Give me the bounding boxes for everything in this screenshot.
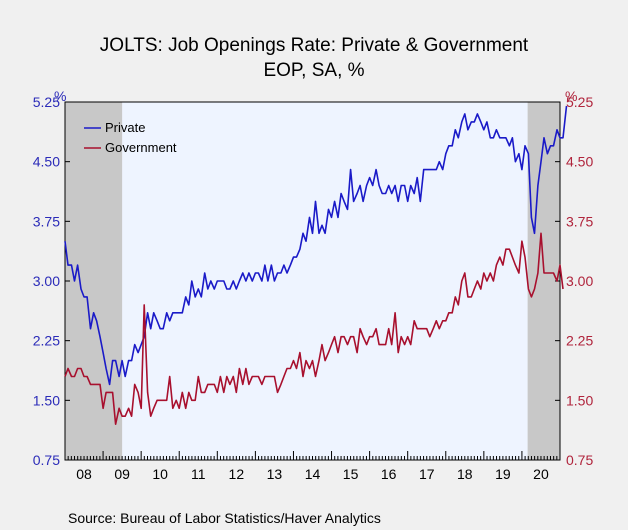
y-tick-label-left-0: 5.25 [33,94,60,110]
chart-title: JOLTS: Job Openings Rate: Private & Gove… [100,35,529,56]
axis-ticks: 5.25 5.25 4.50 4.50 3.75 3.75 3.00 3.00 2.25 2.25… [33,94,594,482]
y-tick-label-right-4: 2.25 [566,333,593,349]
x-tick-label-12: 12 [229,466,245,482]
y-tick-label-right-3: 3.00 [566,273,593,289]
series-lines [64,105,568,425]
plot-background [65,102,560,460]
y-tick-label-left-5: 1.50 [33,392,60,408]
y-tick-label-right-2: 3.75 [566,213,593,229]
left-axis-unit: % [54,88,66,104]
x-tick-label-19: 19 [495,466,511,482]
legend-label-private: Private [105,120,145,135]
y-tick-label-left-1: 4.50 [33,154,60,170]
y-tick-label-right-1: 4.50 [566,154,593,170]
x-tick-label-14: 14 [305,466,321,482]
x-tick-label-09: 09 [114,466,130,482]
x-tick-label-11: 11 [191,466,206,482]
x-tick-label-13: 13 [267,466,283,482]
x-tick-label-15: 15 [343,466,359,482]
legend-label-government: Government [105,140,177,155]
series-line-private [64,105,568,386]
x-tick-label-18: 18 [457,466,473,482]
x-tick-label-17: 17 [419,466,435,482]
y-tick-label-right-0: 5.25 [566,94,593,110]
y-tick-label-right-5: 1.50 [566,392,593,408]
x-tick-label-16: 16 [381,466,397,482]
recession-band-1 [527,102,560,460]
right-axis-unit: % [565,88,577,104]
y-tick-label-left-2: 3.75 [33,213,60,229]
y-tick-label-left-3: 3.00 [33,273,60,289]
chart-subtitle: EOP, SA, % [263,60,364,81]
series-line-government [64,232,564,425]
plot-area [64,101,561,461]
x-tick-label-10: 10 [152,466,168,482]
y-tick-label-left-6: 0.75 [33,452,60,468]
source-note: Source: Bureau of Labor Statistics/Haver… [68,510,381,526]
y-tick-label-right-6: 0.75 [566,452,593,468]
x-tick-label-08: 08 [76,466,92,482]
y-tick-label-left-4: 2.25 [33,333,60,349]
x-tick-label-20: 20 [533,466,549,482]
legend: Private Government [84,120,177,155]
